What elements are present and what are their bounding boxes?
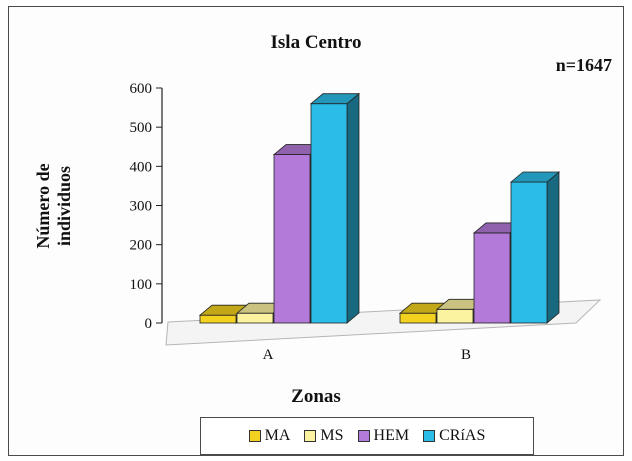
chart-legend: MA MS HEM CRíAS: [200, 417, 534, 455]
bar-a-ma: [199, 314, 237, 324]
legend-swatch: [423, 430, 436, 442]
x-axis-label: Zonas: [291, 386, 341, 407]
legend-swatch: [357, 430, 370, 442]
y-tick-label: 400: [130, 159, 153, 175]
legend-label: MA: [264, 427, 291, 444]
sample-size-annotation: n=1647: [555, 55, 612, 75]
legend-label: HEM: [373, 427, 410, 444]
bar-a-crías: [310, 103, 348, 324]
y-tick-label: 500: [130, 120, 153, 136]
bar-top: [309, 93, 361, 105]
y-tick-label: 300: [130, 199, 153, 215]
bar-b-crías: [510, 181, 548, 324]
x-tick-label: B: [461, 347, 471, 363]
x-tick-label: A: [263, 347, 274, 363]
y-tick-label: 600: [130, 81, 153, 97]
legend-swatch: [304, 430, 317, 442]
bar-side: [346, 92, 360, 324]
legend-swatch: [248, 430, 261, 442]
bar-b-ma: [399, 312, 437, 324]
bar-side: [546, 171, 560, 324]
y-tick-label: 100: [130, 277, 153, 293]
bar-a-ms: [236, 312, 274, 324]
legend-item: CRíAS: [423, 427, 485, 445]
legend-item: HEM: [357, 427, 410, 445]
legend-item: MA: [248, 427, 291, 445]
legend-label: CRíAS: [439, 427, 486, 444]
bar-a-hem: [273, 154, 311, 324]
chart-title: Isla Centro: [270, 32, 362, 53]
legend-item: MS: [304, 427, 344, 445]
bar-b-hem: [473, 232, 511, 324]
legend-label: MS: [320, 427, 344, 444]
y-tick-label: 0: [145, 316, 153, 332]
bar-top: [509, 171, 561, 183]
y-tick-label: 200: [130, 238, 153, 254]
bar-b-ms: [436, 308, 474, 324]
